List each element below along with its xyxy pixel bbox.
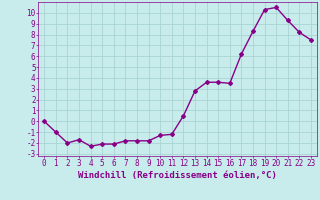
X-axis label: Windchill (Refroidissement éolien,°C): Windchill (Refroidissement éolien,°C) bbox=[78, 171, 277, 180]
